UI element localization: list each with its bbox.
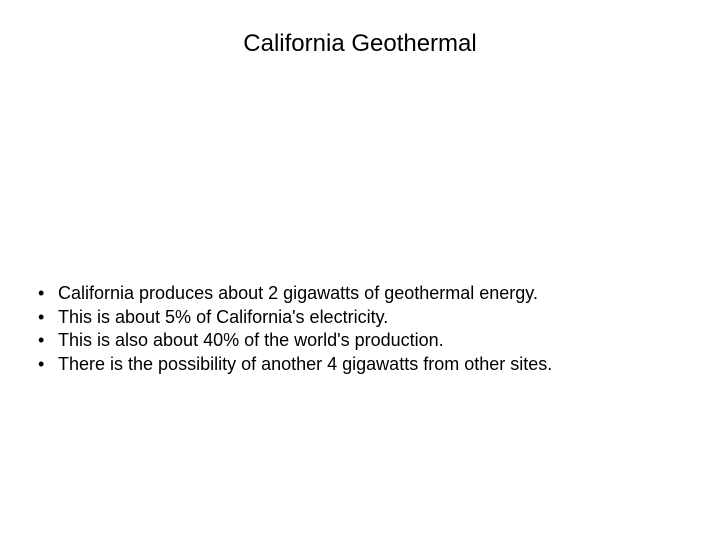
- bullet-list: California produces about 2 gigawatts of…: [38, 282, 680, 376]
- list-item: California produces about 2 gigawatts of…: [38, 282, 680, 305]
- list-item: There is the possibility of another 4 gi…: [38, 353, 680, 376]
- slide-title: California Geothermal: [0, 30, 720, 58]
- list-item: This is about 5% of California's electri…: [38, 306, 680, 329]
- list-item: This is also about 40% of the world's pr…: [38, 329, 680, 352]
